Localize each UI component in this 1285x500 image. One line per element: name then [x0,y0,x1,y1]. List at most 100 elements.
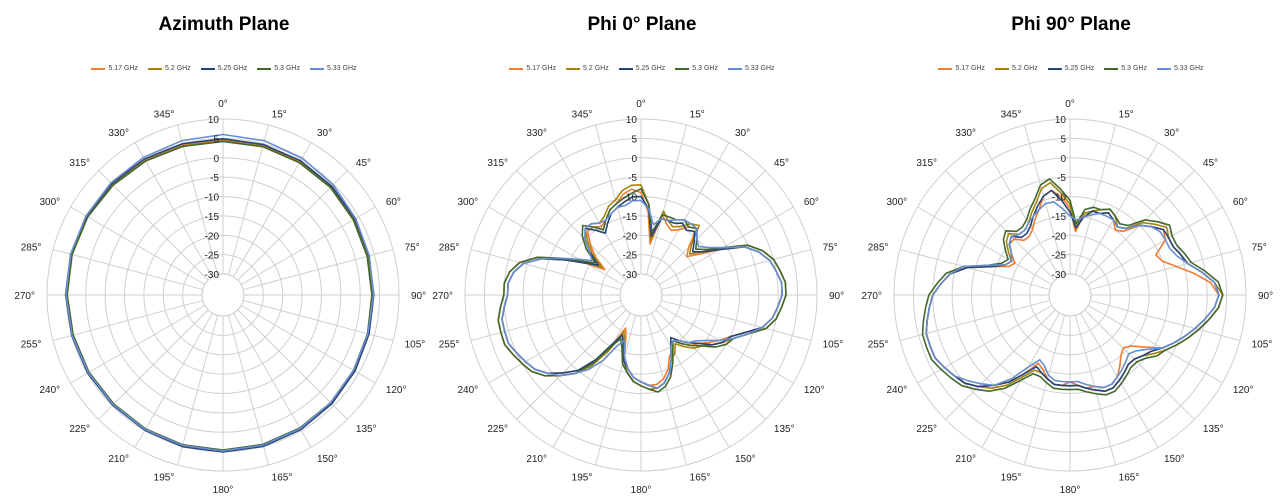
grid-spoke [945,170,1056,281]
legend-item[interactable]: 5.2 GHz [566,65,609,72]
radial-tick-label: -10 [1052,193,1067,204]
angle-tick-label: 270° [14,291,35,302]
legend-item[interactable]: 5.3 GHz [257,65,300,72]
polar-chart-panel: Phi 0° Plane 5.17 GHz 5.2 GHz 5.25 GHz 5.3 G… [428,0,856,500]
grid-spoke [98,309,209,420]
legend-swatch [509,67,524,70]
legend-item[interactable]: 5.3 GHz [1104,65,1147,72]
angle-tick-label: 315° [916,158,937,169]
grid-spoke [1023,124,1066,275]
legend-item[interactable]: 5.17 GHz [509,65,556,72]
legend-item[interactable]: 5.33 GHz [1156,65,1204,72]
grid-spoke [176,124,219,275]
grid-spoke [516,170,627,281]
legend-swatch [995,67,1010,70]
angle-tick-label: 105° [823,340,844,351]
grid-spoke [658,206,794,285]
angle-tick-label: 120° [1233,385,1254,396]
radial-tick-label: 10 [626,115,638,126]
grid-spoke [651,312,730,448]
legend-item[interactable]: 5.25 GHz [1047,65,1095,72]
angle-tick-label: 45° [356,158,371,169]
angle-tick-label: 210° [526,454,547,465]
chart-title: Azimuth Plane [158,14,290,35]
legend-swatch [309,67,324,70]
polar-plot: 10 5 0 -5 -10 -15 -20 -25 -30 0° 15° 30° 45° 60° 75° 90… [14,99,426,496]
legend-swatch [1047,67,1062,70]
series-line [501,199,783,389]
angle-tick-label: 60° [1233,197,1248,208]
angle-tick-label: 0° [218,99,228,110]
chart-title: Phi 90° Plane [1011,14,1131,35]
legend-label: 5.3 GHz [1121,65,1147,72]
radial-tick-label: 0 [631,154,637,165]
grid-spoke [917,206,1053,285]
legend-item[interactable]: 5.2 GHz [148,65,191,72]
grid-spoke [655,170,766,281]
angle-tick-label: 135° [356,424,377,435]
radial-tick-label: 0 [213,154,219,165]
angle-tick-label: 285° [868,242,889,253]
angle-tick-label: 30° [317,128,332,139]
angle-tick-label: 105° [405,340,426,351]
grid-spoke [52,299,203,342]
angle-tick-label: 120° [386,385,407,396]
grid-spoke [134,142,213,278]
legend-item[interactable]: 5.17 GHz [938,65,985,72]
series-line [925,189,1220,392]
angle-tick-label: 180° [213,485,234,496]
angle-tick-label: 330° [955,128,976,139]
legend-item[interactable]: 5.17 GHz [91,65,138,72]
radial-tick-label: 5 [1060,134,1066,145]
angle-tick-label: 345° [1001,109,1022,120]
legend-item[interactable]: 5.2 GHz [995,65,1038,72]
series-line [925,201,1220,389]
legend-label: 5.25 GHz [217,65,248,72]
angle-tick-label: 240° [886,385,907,396]
angle-tick-label: 90° [829,291,844,302]
legend-swatch [675,67,690,70]
angle-tick-label: 135° [774,424,795,435]
legend-item[interactable]: 5.25 GHz [200,65,248,72]
angle-tick-label: 90° [411,291,426,302]
legend-swatch [148,67,163,70]
grid-spoke [1080,142,1159,278]
radial-tick-label: 0 [1060,154,1066,165]
legend-label: 5.25 GHz [1064,65,1095,72]
radial-tick-label: -30 [205,270,220,281]
radial-tick-label: -25 [623,251,638,262]
grid-spoke [70,305,206,384]
grid-spoke [1074,124,1117,275]
angle-tick-label: 255° [868,340,889,351]
legend-label: 5.17 GHz [526,65,557,72]
legend-label: 5.2 GHz [165,65,191,72]
angle-tick-label: 75° [1252,242,1267,253]
polar-chart-panel: Azimuth Plane 5.17 GHz 5.2 GHz 5.25 GHz 5.3 … [10,0,438,500]
grid-spoke [488,206,624,285]
grid-spoke [594,315,637,466]
grid-spoke [899,248,1050,291]
grid-spoke [655,309,766,420]
legend-item[interactable]: 5.33 GHz [309,65,357,72]
legend-label: 5.3 GHz [274,65,300,72]
legend-item[interactable]: 5.33 GHz [727,65,775,72]
angle-tick-label: 45° [1203,158,1218,169]
legend-item[interactable]: 5.3 GHz [675,65,718,72]
angle-tick-label: 90° [1258,291,1273,302]
legend-item[interactable]: 5.25 GHz [618,65,665,72]
grid-spoke [1090,248,1241,291]
angle-tick-label: 240° [457,385,478,396]
legend-swatch [938,67,953,70]
angle-tick-label: 225° [487,424,508,435]
legend-swatch [727,67,742,70]
angle-tick-label: 210° [955,454,976,465]
grid-spoke [227,124,270,275]
legend-label: 5.33 GHz [1173,65,1204,72]
legend-label: 5.33 GHz [326,65,357,72]
series-line [921,178,1224,396]
grid-spoke [470,299,621,342]
angle-tick-label: 315° [69,158,90,169]
grid-spoke [98,170,209,281]
angle-tick-label: 315° [487,158,508,169]
grid-spoke [227,315,270,466]
